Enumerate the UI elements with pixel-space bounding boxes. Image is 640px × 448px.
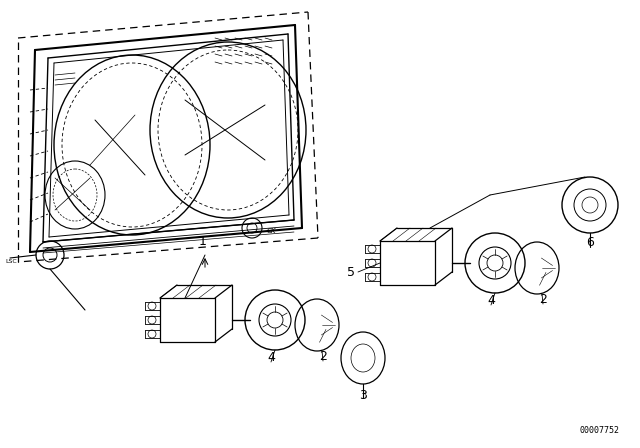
Text: CK: CK xyxy=(267,228,276,234)
Text: 1: 1 xyxy=(199,235,207,248)
Text: 2: 2 xyxy=(319,350,327,363)
Text: LSC: LSC xyxy=(5,259,17,264)
Text: 4: 4 xyxy=(487,294,495,307)
Text: 5: 5 xyxy=(347,266,355,279)
Text: 4: 4 xyxy=(267,351,275,364)
Text: 2: 2 xyxy=(539,293,547,306)
Text: 00007752: 00007752 xyxy=(580,426,620,435)
Text: 6: 6 xyxy=(586,236,594,249)
Text: 3: 3 xyxy=(359,389,367,402)
